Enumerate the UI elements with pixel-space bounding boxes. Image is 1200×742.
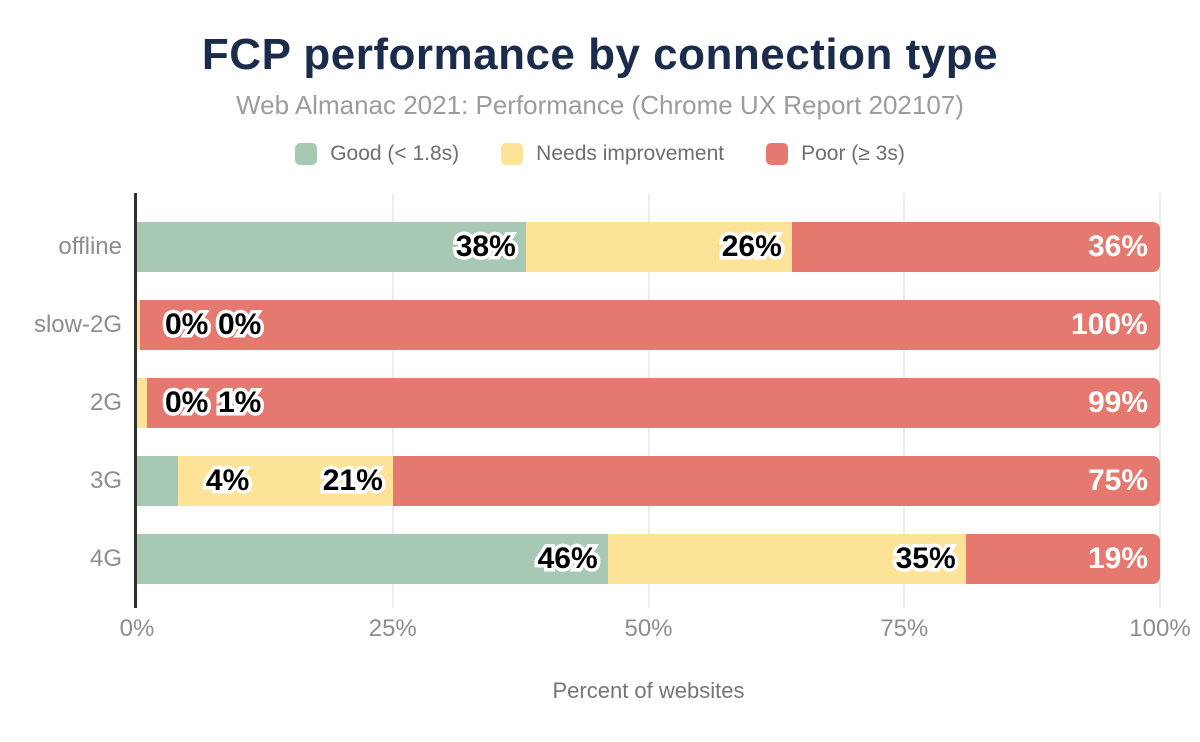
value-label: 75%: [1088, 464, 1149, 497]
value-label: 21%: [323, 456, 383, 506]
value-label: 0%: [218, 300, 262, 350]
legend-label: Poor (≥ 3s): [801, 142, 905, 165]
chart-title: FCP performance by connection type: [201, 30, 999, 79]
legend-swatch-icon: [295, 143, 318, 165]
legend-label: Needs improvement: [536, 142, 725, 165]
value-label: 0%: [165, 300, 209, 350]
legend-item: Poor (≥ 3s): [766, 142, 905, 166]
x-axis-title: Percent of websites: [552, 678, 745, 703]
plot-area: 38%26%36%0%0%100%0%1%99%4%21%75%46%35%19…: [134, 193, 1161, 608]
chart-subtitle: Web Almanac 2021: Performance (Chrome UX…: [236, 90, 964, 120]
bar-segment-needs-improvement: [137, 378, 148, 428]
legend-swatch-icon: [501, 143, 524, 165]
x-tick-label: 75%: [880, 615, 929, 642]
legend-item: Needs improvement: [501, 142, 724, 166]
value-label: 99%: [1088, 386, 1149, 419]
bar-row: 4% 21% 75%: [137, 456, 1160, 506]
bar-segment-poor: [140, 300, 1160, 350]
value-label: 0%: [165, 378, 209, 428]
y-axis-label: offline: [58, 233, 122, 260]
x-tick-label: 0%: [119, 615, 155, 642]
value-label: 38%: [456, 222, 516, 272]
bar-row: 0%1% 99%: [137, 378, 1160, 428]
y-axis-label: 2G: [89, 389, 122, 416]
legend-item: Good (< 1.8s): [295, 142, 459, 166]
y-axis-line: [134, 193, 137, 608]
legend-swatch-icon: [766, 143, 789, 165]
value-label: 4%: [206, 456, 250, 506]
bar-row: 38% 26% 36%: [137, 222, 1160, 272]
gridline: [1159, 193, 1161, 608]
bar-segment-poor: [965, 534, 1160, 584]
bar-segment-poor: [147, 378, 1160, 428]
value-label: 26%: [722, 222, 782, 272]
y-axis-labels: offline slow-2G 2G 3G 4G: [0, 193, 122, 608]
bar-segment-needs-improvement: [137, 300, 141, 350]
bar-segment-good: [137, 456, 178, 506]
chart-legend: Good (< 1.8s) Needs improvement Poor (≥ 3s…: [0, 142, 1200, 166]
x-tick-label: 25%: [368, 615, 417, 642]
y-axis-label: 4G: [89, 545, 122, 572]
legend-label: Good (< 1.8s): [330, 142, 460, 165]
bar-segment-poor: [791, 222, 1160, 272]
x-tick-label: 50%: [624, 615, 673, 642]
value-label: 19%: [1088, 542, 1149, 575]
bar-segment-good: [137, 534, 608, 584]
value-label: 36%: [1088, 230, 1149, 263]
y-axis-label: 3G: [89, 467, 122, 494]
y-axis-label: slow-2G: [33, 311, 122, 338]
x-axis-ticks: 0% 25% 50% 75% 100%: [120, 615, 1191, 645]
value-label: 1%: [218, 378, 262, 428]
bar-row: 46% 35% 19%: [137, 534, 1160, 584]
value-label: 35%: [896, 534, 956, 584]
bar-segment-poor: [392, 456, 1160, 506]
value-label: 46%: [538, 534, 598, 584]
value-label: 100%: [1071, 308, 1148, 341]
bar-row: 0%0% 100%: [137, 300, 1160, 350]
x-tick-label: 100%: [1129, 615, 1191, 642]
